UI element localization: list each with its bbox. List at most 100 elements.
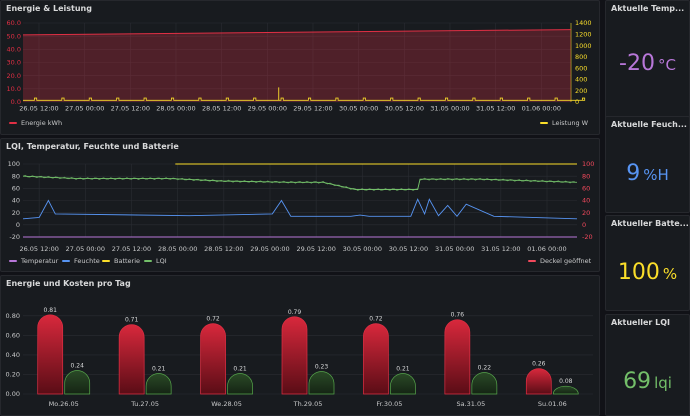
x-tick: 30.05 00:00	[339, 105, 378, 113]
x-category-label: We.28.05	[211, 400, 242, 408]
bar-value-label: 0.79	[288, 309, 302, 316]
stat-unit-lqi: lqi	[654, 374, 672, 392]
y-tick: 0.40	[6, 351, 20, 359]
lqi-series-line	[22, 175, 578, 190]
costs-chart[interactable]: 0.00 0.20 0.40 0.60 0.80 Mo.26.05 0.81 0.24 Tu.2…	[1, 276, 600, 416]
y-left-tick: 10.0	[7, 85, 21, 93]
y-left-tick: 50.0	[7, 32, 21, 40]
y-left-tick: 100	[8, 160, 20, 168]
energy-bar	[200, 323, 226, 395]
legend-temperature-label: Temperatur	[21, 257, 59, 265]
legend-power[interactable]: Leistung W	[540, 119, 588, 127]
x-tick: 31.05 12:00	[476, 105, 515, 113]
x-category-label: Sa.31.05	[456, 400, 485, 408]
x-tick: 26.05 12:00	[19, 245, 58, 253]
bar-value-label: 0.26	[532, 361, 546, 368]
bar-value-label: 0.76	[451, 312, 465, 319]
x-tick: 27.05 12:00	[112, 245, 151, 253]
x-category-label: Su.01.06	[538, 400, 567, 408]
x-tick: 28.05 12:00	[204, 245, 243, 253]
cost-bar	[471, 372, 498, 395]
stat-value-battery: 100%	[606, 260, 689, 285]
legend-energy[interactable]: Energie kWh	[9, 119, 62, 127]
x-tick: 28.05 00:00	[156, 105, 195, 113]
y-tick: 0.80	[6, 312, 20, 320]
x-category-label: Fr.30.05	[376, 400, 402, 408]
x-tick: 01.06 00:00	[522, 105, 561, 113]
y-right-tick: 1200	[575, 30, 592, 38]
energy-chart[interactable]: 0.0 10.0 20.0 30.0 40.0 50.0 60.0 0 200 400 600 800…	[1, 1, 600, 135]
y-right-tick: 40	[582, 197, 590, 205]
stat-number-battery: 100	[617, 260, 660, 285]
energy-bar	[525, 368, 552, 395]
stat-panel-battery[interactable]: Aktueller Batte... 100%	[605, 215, 690, 311]
y-right-tick: 600	[575, 64, 587, 72]
lqi-panel-title: LQI, Temperatur, Feuchte und Batterie	[6, 142, 179, 151]
legend-battery[interactable]: Batterie	[102, 257, 140, 265]
cost-bar	[64, 370, 91, 395]
energy-series-area	[23, 29, 571, 102]
y-tick: 0.60	[6, 332, 20, 340]
legend-temperature[interactable]: Temperatur	[9, 257, 58, 265]
lqi-chart[interactable]: -20 0 20 40 60 80 100 -20 0 20 40 60 80 100 26.05 12:0…	[1, 139, 600, 272]
cost-bar	[552, 385, 579, 395]
x-tick: 26.05 12:00	[19, 105, 58, 113]
power-series-line	[23, 97, 586, 101]
legend-humidity-label: Feuchte	[74, 257, 100, 265]
x-tick: 29.05 00:00	[250, 245, 289, 253]
stat-panel-temperature[interactable]: Aktuelle Temp... -20 °C	[605, 0, 690, 130]
y-right-tick: 60	[582, 185, 590, 193]
energy-bar	[281, 316, 308, 395]
y-tick: 0.00	[6, 390, 20, 398]
y-right-tick: 1400	[575, 19, 592, 27]
y-tick: 0.20	[6, 371, 20, 379]
stat-title-humidity: Aktuelle Feuch...	[611, 120, 687, 129]
legend-door-label: Deckel geöffnet	[540, 257, 592, 265]
bar-value-label: 0.72	[206, 316, 220, 323]
energy-panel[interactable]: Energie & Leistung 0.0 10.0 20.0 30.0 40.0 50…	[0, 0, 600, 135]
x-tick: 27.05 00:00	[65, 105, 104, 113]
legend-power-label: Leistung W	[552, 119, 589, 127]
legend-lqi[interactable]: LQI	[144, 257, 167, 265]
stat-number-humidity: 9	[626, 161, 641, 186]
x-tick: 28.05 00:00	[158, 245, 197, 253]
y-left-tick: 20.0	[7, 72, 21, 80]
bar-value-label: 0.21	[233, 365, 247, 372]
stat-unit-temperature: °C	[657, 56, 676, 74]
y-right-tick: 0	[582, 221, 586, 229]
energy-bar	[444, 319, 471, 395]
costs-panel[interactable]: Energie und Kosten pro Tag 0.00 0.20 0.40 0…	[0, 275, 600, 416]
stat-unit-humidity: %H	[643, 166, 669, 184]
x-category-label: Tu.27.05	[130, 400, 159, 408]
bar-value-label: 0.81	[44, 307, 58, 314]
bar-value-label: 0.24	[71, 363, 85, 370]
stat-panel-lqi[interactable]: Aktueller LQI 69 lqi	[605, 314, 690, 416]
stat-value-lqi: 69 lqi	[606, 369, 689, 394]
legend-door[interactable]: Deckel geöffnet	[528, 257, 591, 265]
cost-bar	[227, 373, 253, 395]
costs-panel-title: Energie und Kosten pro Tag	[6, 279, 131, 288]
stat-title-lqi: Aktueller LQI	[611, 318, 670, 327]
legend-lqi-label: LQI	[156, 257, 167, 265]
stat-unit-battery: %	[662, 265, 678, 283]
x-category-label: Th.29.05	[293, 400, 323, 408]
y-right-tick: 20	[582, 209, 590, 217]
y-left-tick: 0	[16, 221, 20, 229]
energy-bar	[37, 314, 64, 395]
x-tick: 30.05 00:00	[343, 245, 382, 253]
legend-humidity[interactable]: Feuchte	[62, 257, 100, 265]
y-right-tick: -20	[582, 233, 593, 241]
y-left-tick: 40.0	[7, 46, 21, 54]
stat-title-battery: Aktueller Batte...	[611, 219, 689, 228]
x-tick: 01.06 00:00	[527, 245, 566, 253]
stat-title-temperature: Aktuelle Temp...	[611, 4, 685, 13]
lqi-panel[interactable]: LQI, Temperatur, Feuchte und Batterie -2…	[0, 138, 600, 272]
y-right-tick: 200	[575, 87, 587, 95]
humidity-series-line	[22, 198, 578, 220]
y-left-tick: 60	[12, 185, 20, 193]
bar-value-label: 0.71	[125, 317, 139, 324]
stat-panel-humidity[interactable]: Aktuelle Feuch... 9 %H	[605, 116, 690, 213]
y-right-tick: 1000	[575, 42, 592, 50]
x-tick: 29.05 12:00	[296, 245, 335, 253]
x-tick: 28.05 12:00	[202, 105, 241, 113]
